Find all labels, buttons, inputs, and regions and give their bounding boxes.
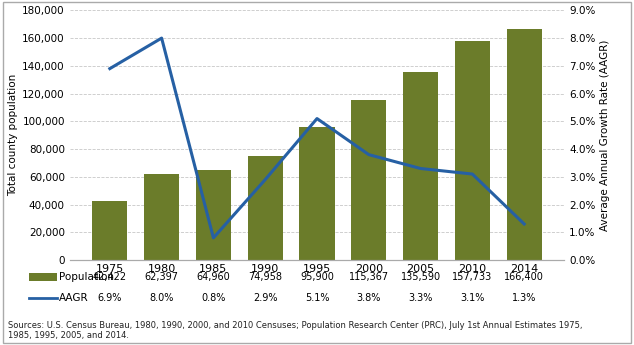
Text: 135,590: 135,590 [401, 272, 441, 282]
Text: 3.3%: 3.3% [408, 293, 433, 303]
Bar [92, 201, 127, 260]
Bar [455, 41, 490, 260]
Y-axis label: Total county population: Total county population [8, 74, 18, 196]
Bar [351, 100, 386, 260]
Bar [299, 127, 335, 260]
Text: 2.9%: 2.9% [253, 293, 278, 303]
Text: 62,397: 62,397 [145, 272, 179, 282]
Text: 0.8%: 0.8% [201, 293, 226, 303]
Text: 42,422: 42,422 [93, 272, 127, 282]
Text: AAGR: AAGR [59, 293, 89, 303]
Bar [403, 72, 438, 260]
Bar [144, 174, 179, 260]
Bar [196, 170, 231, 260]
Bar [507, 29, 542, 260]
Text: 64,960: 64,960 [197, 272, 230, 282]
Text: Sources: U.S. Census Bureau, 1980, 1990, 2000, and 2010 Censuses; Population Res: Sources: U.S. Census Bureau, 1980, 1990,… [8, 321, 582, 340]
Text: 95,900: 95,900 [300, 272, 334, 282]
Text: Population: Population [59, 272, 114, 282]
Text: 3.8%: 3.8% [356, 293, 381, 303]
Text: 6.9%: 6.9% [98, 293, 122, 303]
Text: 74,958: 74,958 [248, 272, 282, 282]
Text: 3.1%: 3.1% [460, 293, 484, 303]
Text: 166,400: 166,400 [504, 272, 544, 282]
Bar [248, 156, 283, 260]
Text: 5.1%: 5.1% [305, 293, 329, 303]
Text: 115,367: 115,367 [349, 272, 389, 282]
Text: 157,733: 157,733 [452, 272, 493, 282]
Text: 8.0%: 8.0% [150, 293, 174, 303]
Text: 1.3%: 1.3% [512, 293, 536, 303]
Y-axis label: Average Annual Growth Rate (AAGR): Average Annual Growth Rate (AAGR) [600, 40, 610, 231]
